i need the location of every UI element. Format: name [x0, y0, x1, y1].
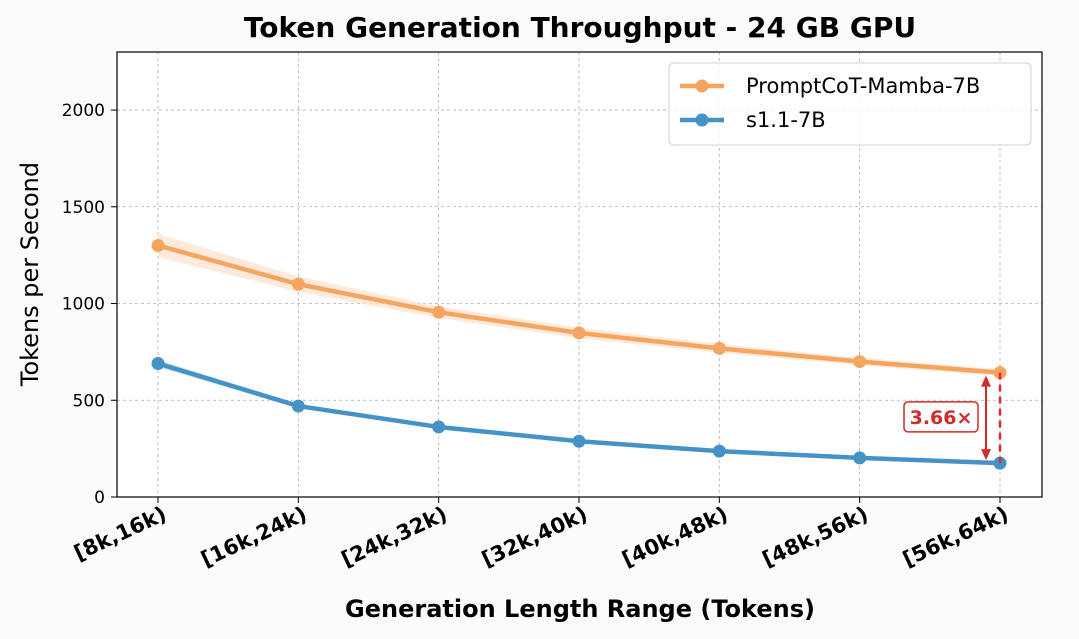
legend-label-promptcot: PromptCoT-Mamba-7B [746, 74, 980, 98]
data-point-s1 [712, 444, 726, 458]
x-axis-label: Generation Length Range (Tokens) [345, 595, 815, 623]
data-point-s1 [151, 357, 165, 370]
data-point-s1 [432, 420, 446, 434]
ratio-arrow-head-down [981, 449, 991, 461]
legend-marker-s1 [695, 113, 709, 127]
data-point-s1 [853, 451, 867, 465]
y-axis-label: Tokens per Second [16, 162, 44, 387]
data-point-promptcot [151, 238, 165, 252]
legend: PromptCoT-Mamba-7B s1.1-7B [668, 62, 1032, 146]
ratio-label-box [903, 401, 979, 433]
data-point-promptcot [853, 355, 867, 369]
data-point-promptcot [291, 277, 305, 291]
y-tick-label: 500 [73, 391, 105, 411]
data-point-promptcot [572, 326, 586, 340]
y-tick-label: 0 [94, 488, 105, 508]
chart-title: Token Generation Throughput - 24 GB GPU [244, 11, 916, 44]
point-layer [151, 238, 1007, 470]
ratio-label: 3.66× [910, 407, 973, 429]
data-point-promptcot [712, 341, 726, 355]
y-tick-label: 1000 [62, 295, 105, 315]
legend-box [668, 62, 1032, 146]
y-tick-label: 1500 [62, 198, 105, 218]
y-tick-label: 2000 [62, 101, 105, 121]
ratio-arrow-head-up [981, 375, 991, 387]
plot-frame [116, 51, 1043, 498]
data-point-promptcot [432, 305, 446, 319]
annotation-layer: 3.66× [903, 372, 1002, 464]
legend-label-s1: s1.1-7B [746, 108, 826, 132]
data-point-s1 [291, 399, 305, 413]
data-point-s1 [572, 434, 586, 448]
legend-marker-promptcot [695, 79, 709, 93]
